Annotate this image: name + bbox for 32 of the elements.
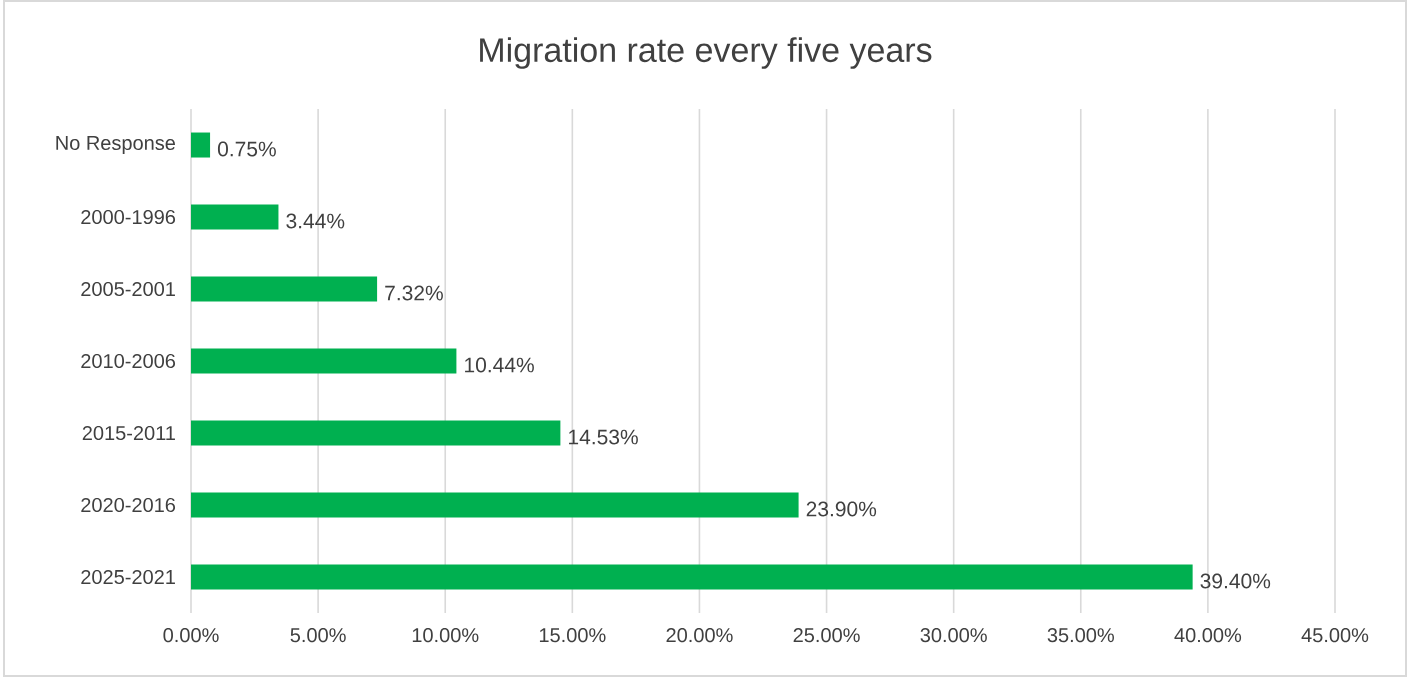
y-tick-label: 2015-2011	[82, 425, 175, 441]
x-tick-label: 25.00%	[793, 628, 860, 643]
bar	[191, 348, 457, 374]
x-tick-label: 45.00%	[1301, 628, 1369, 643]
y-tick-label: 2020-2016	[81, 497, 176, 513]
x-tick-label: 5.00%	[290, 628, 346, 643]
y-tick-label: 2000-1996	[81, 209, 176, 225]
data-label: 0.75%	[217, 141, 276, 157]
data-label: 7.32%	[385, 285, 443, 301]
bar	[191, 492, 799, 518]
data-label: 23.90%	[806, 501, 877, 517]
data-label: 10.44%	[465, 357, 534, 373]
data-label: 39.40%	[1200, 573, 1271, 589]
bar	[191, 420, 561, 446]
y-tick-label: No Response	[56, 136, 175, 154]
bar	[191, 564, 1193, 590]
y-tick-label: 2010-2006	[81, 353, 176, 369]
data-label: 14.53%	[569, 429, 638, 445]
y-tick-label: 2025-2021	[81, 569, 175, 585]
bar	[191, 204, 279, 230]
x-tick-label: 20.00%	[666, 628, 733, 643]
bar	[191, 276, 378, 302]
chart-title: Migration rate every five years	[480, 37, 932, 69]
y-tick-label: 2005-2001	[81, 281, 175, 297]
x-tick-label: 15.00%	[539, 628, 606, 643]
data-label: 3.44%	[286, 213, 345, 229]
x-tick-label: 0.00%	[163, 628, 219, 643]
x-tick-label: 40.00%	[1174, 628, 1242, 643]
x-tick-label: 30.00%	[920, 628, 987, 643]
bar	[191, 132, 211, 158]
x-tick-label: 10.00%	[412, 628, 479, 643]
x-tick-label: 35.00%	[1047, 628, 1114, 643]
